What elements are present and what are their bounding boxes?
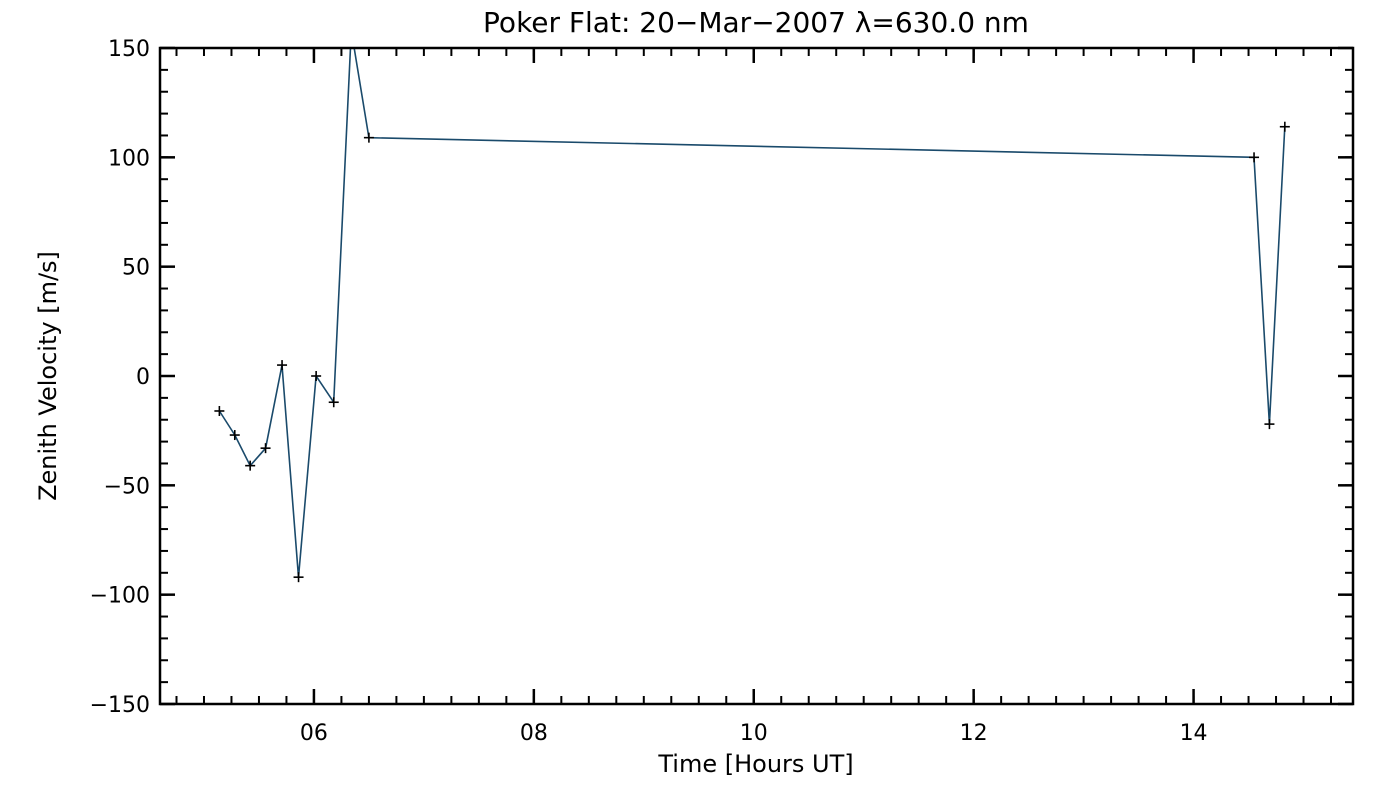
data-point [363,132,374,143]
series-layer [214,26,1290,583]
x-tick-label: 06 [300,721,328,746]
tick-labels: 06 08 10 12 14 150 100 50 0 −50 −100 −150 [90,37,1208,746]
y-tick-label: 0 [136,365,150,390]
y-axis-label: Zenith Velocity [m/s] [34,251,62,501]
series-line [218,48,1286,578]
data-point [245,460,256,471]
x-tick-label: 12 [960,721,988,746]
data-point [311,371,322,381]
data-point [1264,419,1275,430]
data-point [346,26,356,36]
x-tick-label: 14 [1180,721,1208,746]
x-tick-label: 10 [740,721,768,746]
data-point [229,430,240,441]
x-tick-label: 08 [520,721,548,746]
data-point [1249,152,1260,163]
data-point [277,360,288,371]
x-axis-label: Time [Hours UT] [657,750,853,778]
data-point [214,405,225,416]
y-tick-label: −50 [104,474,150,499]
y-tick-label: −100 [90,584,150,609]
y-tick-label: 150 [108,37,150,62]
y-tick-label: −150 [90,693,150,718]
plot-frame [158,46,1355,706]
data-point [1279,121,1290,132]
data-point [260,443,271,454]
chart-title: Poker Flat: 20−Mar−2007 λ=630.0 nm [483,6,1029,39]
y-tick-label: 100 [108,146,150,171]
axis-ticks [160,46,1353,706]
data-point [293,572,304,583]
y-tick-label: 50 [122,256,150,281]
data-point [328,397,339,408]
